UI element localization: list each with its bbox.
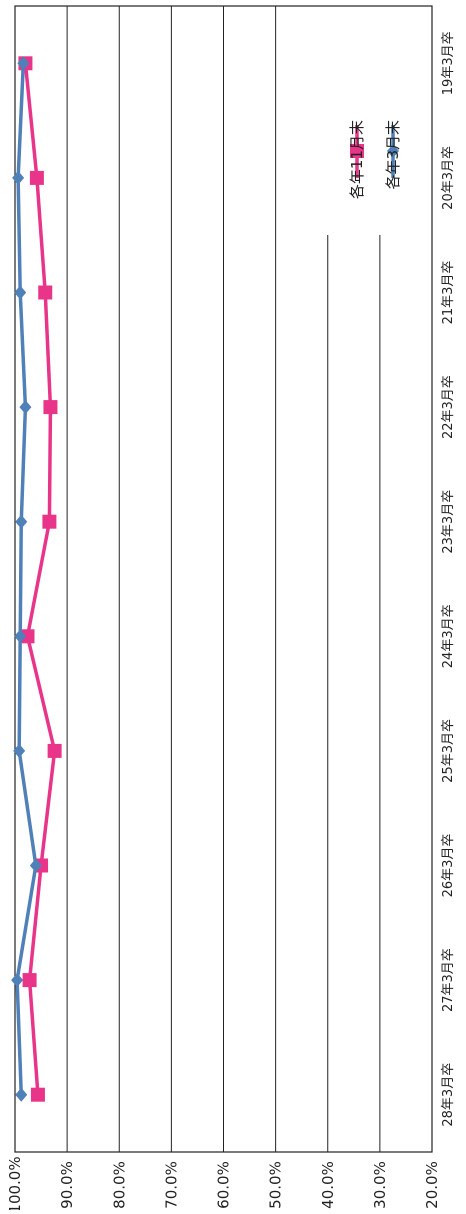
y-tick-label: 60.0%	[215, 1161, 233, 1209]
data-point-square	[30, 1087, 45, 1102]
data-point-diamond	[15, 1087, 28, 1102]
category-label: 19年3月卒	[441, 31, 456, 95]
data-point-diamond	[19, 400, 32, 415]
data-point-square	[42, 514, 57, 529]
y-tick-label: 20.0%	[423, 1161, 441, 1209]
y-tick-label: 40.0%	[319, 1161, 337, 1209]
data-point-square	[22, 973, 37, 988]
data-point-square	[47, 743, 62, 758]
legend-label: 各年3月末	[384, 120, 402, 190]
category-label: 26年3月卒	[441, 834, 456, 898]
category-label: 20年3月卒	[441, 146, 456, 210]
data-point-square	[43, 400, 58, 415]
y-tick-label: 80.0%	[110, 1161, 128, 1209]
series-line	[15, 63, 38, 1095]
data-point-square	[38, 285, 53, 300]
data-point-diamond	[13, 743, 26, 758]
y-tick-label: 100.0%	[6, 1156, 24, 1210]
legend-label: 各年11月末	[348, 120, 366, 199]
data-point-diamond	[29, 858, 42, 873]
data-point-diamond	[14, 285, 27, 300]
data-point-square	[20, 629, 35, 644]
data-point-diamond	[14, 629, 27, 644]
category-label: 21年3月卒	[441, 261, 456, 325]
legend-marker-square	[350, 144, 364, 158]
y-tick-label: 70.0%	[162, 1161, 180, 1209]
y-tick-label: 90.0%	[58, 1161, 76, 1209]
category-label: 27年3月卒	[441, 948, 456, 1012]
category-label: 28年3月卒	[441, 1063, 456, 1127]
legend-marker-diamond	[387, 144, 399, 158]
category-label: 23年3月卒	[441, 490, 456, 554]
category-label: 25年3月卒	[441, 719, 456, 783]
data-point-square	[29, 170, 44, 185]
y-tick-label: 30.0%	[371, 1161, 389, 1209]
data-point-diamond	[15, 514, 28, 529]
y-tick-label: 50.0%	[267, 1161, 285, 1209]
series-line	[23, 63, 57, 1095]
category-label: 22年3月卒	[441, 375, 456, 439]
data-point-diamond	[17, 56, 30, 71]
category-label: 24年3月卒	[441, 604, 456, 668]
data-point-diamond	[12, 170, 25, 185]
data-point-diamond	[11, 973, 24, 988]
